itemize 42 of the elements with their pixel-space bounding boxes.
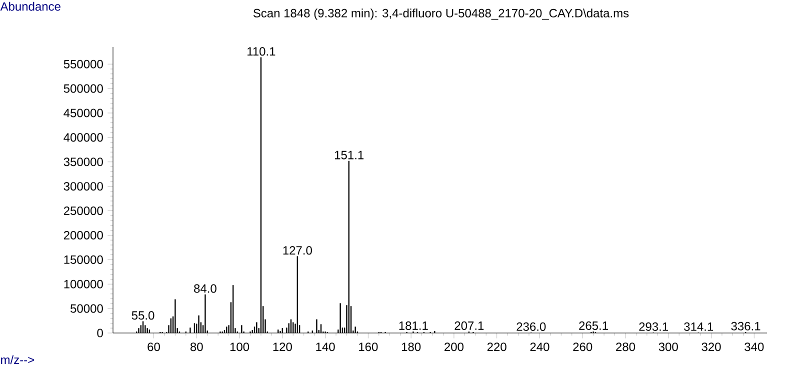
x-tick-label: 120 xyxy=(273,342,292,352)
y-tick-label: 500000 xyxy=(64,84,103,93)
y-tick-label: 50000 xyxy=(70,304,103,313)
annotation: 314.1 xyxy=(684,322,714,331)
y-tick-label: 450000 xyxy=(64,108,103,118)
annotation: 336.1 xyxy=(731,322,760,330)
x-tick-label: 300 xyxy=(658,342,678,352)
x-tick-label: 240 xyxy=(530,342,550,352)
x-tick-label: 200 xyxy=(444,342,464,352)
annotation: 127.0 xyxy=(283,246,312,255)
x-tick-label: 100 xyxy=(230,342,250,352)
x-tick-label: 280 xyxy=(616,342,636,352)
y-tick-label: 100000 xyxy=(64,280,103,288)
x-tick-label: 260 xyxy=(573,342,592,352)
x-tick-label: 340 xyxy=(744,342,764,352)
annotation: 110.1 xyxy=(248,47,276,56)
annotation: 84.0 xyxy=(194,284,216,293)
y-tick-label: 200000 xyxy=(64,230,103,240)
x-tick-label: 140 xyxy=(316,342,335,352)
annotation: 181.1 xyxy=(399,321,428,330)
annotation: 151.1 xyxy=(334,150,364,160)
annotation: 236.0 xyxy=(516,322,546,331)
annotation: 55.0 xyxy=(132,311,154,320)
y-tick-label: 150000 xyxy=(64,255,103,264)
y-tick-label: 350000 xyxy=(64,158,103,166)
x-tick-label: 80 xyxy=(190,342,203,352)
x-tick-label: 320 xyxy=(702,342,721,352)
annotation: 265.1 xyxy=(579,321,608,330)
annotation: 293.1 xyxy=(639,322,668,331)
y-tick-label: 300000 xyxy=(64,182,103,191)
x-tick-label: 220 xyxy=(487,342,506,352)
y-tick-label: 400000 xyxy=(64,133,103,142)
y-tick-label: 550000 xyxy=(64,60,103,68)
y-tick-label: 250000 xyxy=(64,206,103,216)
x-tick-label: 180 xyxy=(402,342,421,352)
x-tick-label: 60 xyxy=(148,342,160,352)
chart-title: Scan 1848 (9.382 min): 3,4-difluoro U-50488_2170-20_CAY.D\data.ms xyxy=(253,8,629,20)
x-axis-title: m/z--> xyxy=(1,355,34,364)
x-tick-label: 160 xyxy=(359,342,378,352)
y-axis-title: Abundance xyxy=(0,2,60,11)
annotation: 207.1 xyxy=(454,321,484,330)
y-tick-label: 0 xyxy=(97,328,103,338)
